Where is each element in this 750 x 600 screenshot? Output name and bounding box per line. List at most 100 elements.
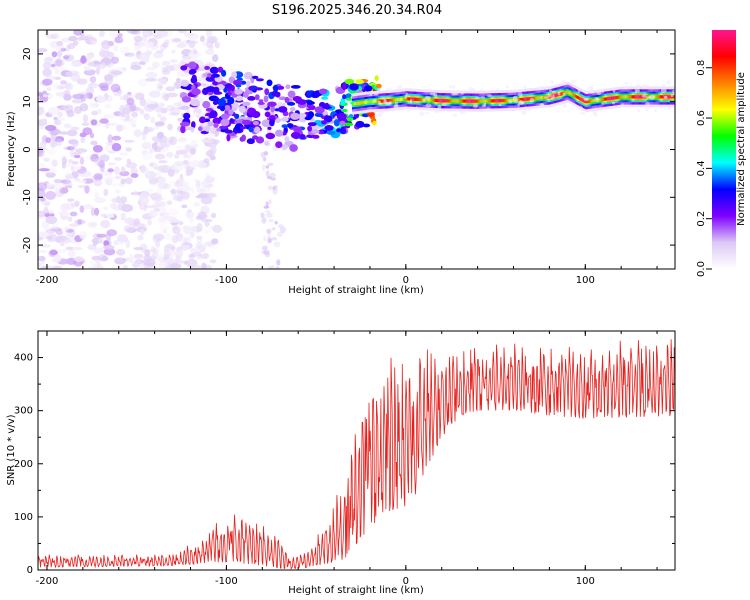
spectrogram-cell bbox=[138, 61, 146, 65]
spectrogram-cell bbox=[115, 189, 121, 194]
spectrogram-cell bbox=[205, 172, 211, 178]
spectrogram-cell bbox=[536, 96, 538, 100]
spectrogram-cell bbox=[189, 232, 195, 238]
spectrogram-cell bbox=[567, 90, 569, 94]
snr-frame bbox=[37, 330, 676, 571]
spectrogram-cell bbox=[667, 95, 670, 99]
spectrogram-cell bbox=[116, 249, 126, 256]
spectrogram-cell bbox=[307, 122, 317, 127]
spectrogram-cell bbox=[457, 99, 460, 103]
spectrogram-cell bbox=[214, 41, 220, 49]
spectrogram-cell bbox=[452, 99, 454, 103]
spectrogram-cell bbox=[489, 99, 492, 103]
spectrogram-cell bbox=[466, 99, 468, 103]
spectrogram-cell bbox=[113, 45, 119, 52]
spectrogram-cell bbox=[367, 100, 369, 104]
spectrogram-cell bbox=[261, 119, 271, 127]
spectrogram-cell bbox=[482, 99, 484, 103]
spectrogram-cell bbox=[318, 130, 325, 135]
spectrogram-cell bbox=[185, 166, 194, 174]
spectrogram-cell bbox=[186, 258, 198, 267]
spectrogram-cell bbox=[212, 117, 222, 125]
spectrogram-cell bbox=[181, 204, 188, 209]
spectrogram-cell bbox=[623, 86, 628, 90]
spectrogram-cell bbox=[254, 126, 261, 134]
spectrogram-cell bbox=[213, 86, 220, 94]
spectrogram-cell bbox=[108, 149, 116, 154]
spectrogram-cell bbox=[46, 57, 57, 60]
spectrogram-cell bbox=[595, 98, 597, 102]
spectrogram-cell bbox=[79, 231, 87, 240]
spectrogram-cell bbox=[287, 102, 296, 106]
spectrogram-cell bbox=[220, 113, 230, 120]
spectrogram-cell bbox=[195, 195, 205, 199]
spectrogram-cell bbox=[55, 179, 68, 184]
spectrogram-cell bbox=[433, 98, 436, 102]
colorbar-ticks: 0.0 0.2 0.4 0.6 0.8 bbox=[696, 60, 712, 277]
spectrogram-cell bbox=[133, 92, 143, 100]
spectrogram-cell bbox=[103, 94, 113, 103]
spectrogram-cell bbox=[156, 186, 163, 196]
spectrogram-cell bbox=[158, 225, 170, 231]
spectrogram-cell bbox=[440, 99, 442, 103]
spectrogram-cell bbox=[663, 95, 665, 99]
spectrogram-cell bbox=[166, 92, 178, 98]
spectrogram-cell bbox=[209, 156, 217, 161]
spectrogram-cell bbox=[174, 81, 181, 89]
spectrogram-cell bbox=[107, 162, 117, 166]
spectrogram-cell bbox=[209, 37, 216, 44]
spectrogram-cell bbox=[473, 99, 476, 103]
spectrogram-cell bbox=[64, 226, 69, 232]
spectrogram-cell bbox=[114, 36, 124, 44]
snr-ytick-label: 400 bbox=[14, 353, 33, 364]
spectrogram-cell bbox=[217, 98, 226, 107]
spectrogram-cell bbox=[278, 96, 287, 101]
spectrogram-cell bbox=[154, 125, 159, 130]
spectrogram-cell bbox=[638, 95, 640, 99]
spectrogram-cell bbox=[409, 99, 413, 104]
spectrogram-cell bbox=[173, 81, 183, 89]
spectrogram-cell bbox=[118, 112, 124, 121]
spectrogram-cell bbox=[77, 179, 87, 184]
spectrogram-cell bbox=[159, 116, 167, 122]
spectrogram-cell bbox=[94, 207, 100, 216]
spectrogram-cell bbox=[206, 192, 217, 199]
spectrogram-cell bbox=[467, 99, 469, 103]
spectrogram-cell bbox=[437, 98, 439, 103]
spectrogram-cell bbox=[593, 99, 595, 103]
spectrogram-cell bbox=[197, 211, 207, 220]
spectrogram-cell bbox=[269, 172, 276, 180]
spectrogram-cell bbox=[582, 98, 584, 102]
spectrogram-cell bbox=[261, 245, 268, 251]
spectrogram-cell bbox=[100, 85, 109, 92]
spectrogram-cell bbox=[74, 106, 82, 115]
spectrogram-cell bbox=[99, 154, 110, 162]
spectrogram-cell bbox=[355, 120, 365, 128]
spectrogram-ytick-label: 10 bbox=[22, 95, 33, 108]
snr-xtick-label: -100 bbox=[215, 576, 238, 587]
spectrogram-cell bbox=[60, 179, 72, 185]
spectrogram-cell bbox=[171, 49, 176, 54]
spectrogram-cell bbox=[631, 95, 634, 99]
spectrogram-cell bbox=[481, 99, 483, 103]
spectrogram-cell bbox=[102, 206, 109, 211]
spectrogram-cell bbox=[290, 132, 301, 139]
spectrogram-cell bbox=[184, 144, 192, 153]
spectrogram-cell bbox=[50, 63, 56, 68]
spectrogram-cell bbox=[468, 99, 470, 103]
spectrogram-cell bbox=[535, 96, 537, 100]
spectrogram-cell bbox=[108, 40, 114, 47]
spectrogram-cell bbox=[65, 185, 73, 189]
spectrogram-cell bbox=[254, 87, 263, 91]
spectrogram-cell bbox=[97, 160, 106, 168]
spectrogram-cell bbox=[139, 164, 147, 174]
spectrogram-cell bbox=[69, 149, 75, 158]
spectrogram-cell bbox=[159, 206, 167, 212]
spectrogram-cell bbox=[169, 179, 180, 188]
spectrogram-cell bbox=[380, 99, 382, 103]
spectrogram-cell bbox=[486, 99, 489, 103]
spectrogram-cell bbox=[556, 93, 559, 97]
spectrogram-cell bbox=[391, 98, 394, 102]
spectrogram-cell bbox=[157, 113, 162, 118]
spectrogram-cell bbox=[534, 96, 536, 100]
